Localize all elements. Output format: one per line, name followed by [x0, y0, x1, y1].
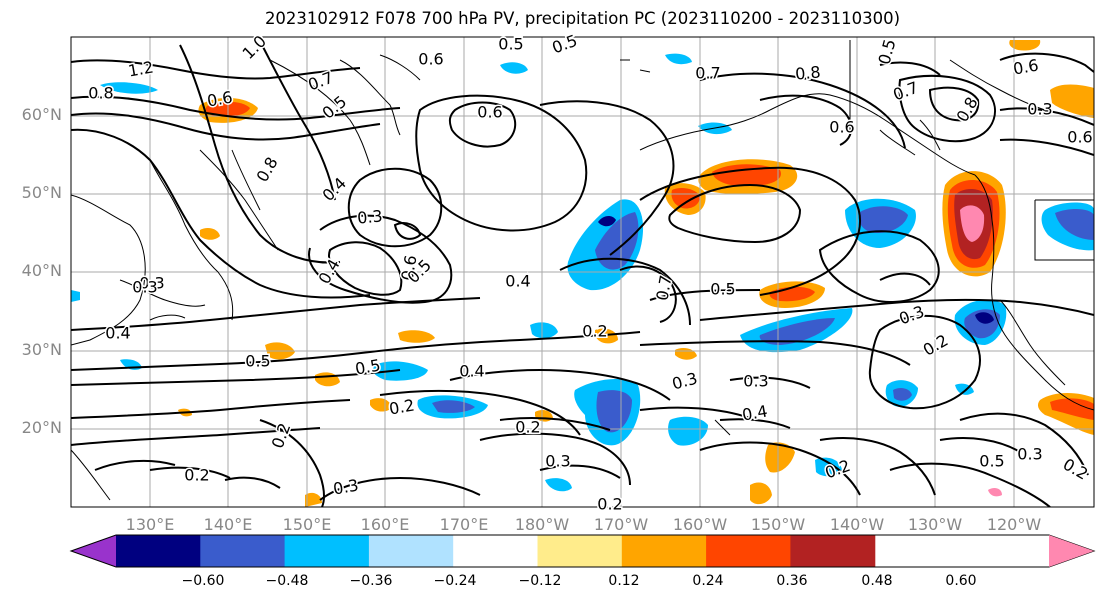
contour-label: 0.2 — [597, 495, 622, 514]
colorbar-tick-label: 0.24 — [692, 573, 724, 589]
colorbar-swatch — [706, 535, 791, 567]
contour-label: 0.2 — [582, 322, 607, 341]
contour-label: 0.4 — [505, 272, 530, 291]
colorbar-swatch — [453, 535, 539, 567]
lon-label-140e: 140°E — [203, 515, 253, 534]
colorbar-tick-label: −0.12 — [518, 573, 562, 589]
contour-label: 0.3 — [1027, 100, 1052, 119]
map-title: 2023102912 F078 700 hPa PV, precipitatio… — [264, 9, 901, 28]
contour-label: 0.2 — [515, 418, 540, 437]
lon-label-130w: 130°W — [907, 515, 963, 534]
contour-label: 0.8 — [88, 84, 113, 103]
coastlines — [71, 40, 1094, 501]
colorbar — [69, 534, 1096, 568]
contour-label: 0.8 — [794, 62, 821, 83]
colorbar-swatch — [284, 535, 370, 567]
contour-label: 0.7 — [695, 64, 720, 83]
colorbar-swatch — [790, 535, 876, 567]
colorbar-swatch — [537, 535, 623, 567]
lon-label-160w: 160°W — [672, 515, 728, 534]
lon-label-150w: 150°W — [750, 515, 806, 534]
contour-label: 0.5 — [245, 352, 270, 371]
contour-label: 0.6 — [397, 254, 420, 282]
contour-label: 0.5 — [979, 452, 1004, 471]
colorbar-tick-label: 0.60 — [945, 573, 977, 589]
lon-label-170w: 170°W — [593, 515, 649, 534]
contour-label: 0.3 — [743, 372, 768, 391]
colorbar-tick-label: −0.48 — [265, 573, 309, 589]
contour-label: 0.2 — [184, 466, 209, 485]
lon-label-150e: 150°E — [282, 515, 332, 534]
colorbar-swatch — [621, 535, 707, 567]
contour-label: 0.5 — [710, 280, 735, 299]
colorbar-swatch — [368, 535, 454, 567]
colorbar-tick-label: 0.36 — [776, 573, 808, 589]
colorbar-swatch — [116, 535, 201, 567]
lat-label-30n: 30°N — [21, 340, 62, 359]
contour-label: 0.6 — [829, 118, 854, 137]
contour-label: 0.4 — [105, 324, 130, 343]
contour-label: 0.2 — [388, 395, 416, 418]
contour-label: 0.5 — [354, 355, 382, 378]
contour-label: 0.3 — [1017, 445, 1042, 464]
lat-label-40n: 40°N — [21, 261, 62, 280]
colorbar-right-extension — [1049, 535, 1094, 567]
lon-label-120w: 120°W — [986, 515, 1042, 534]
colorbar-swatch — [200, 535, 286, 567]
colorbar-tick-label: −0.60 — [181, 573, 225, 589]
contour-label: 0.4 — [459, 362, 484, 381]
lat-label-50n: 50°N — [21, 183, 62, 202]
contour-label: 1.2 — [127, 57, 155, 80]
lon-label-180w: 180°W — [514, 515, 570, 534]
graticule — [71, 37, 1094, 507]
contour-label: 0.4 — [741, 401, 769, 424]
precip-positive-areas — [178, 40, 1094, 507]
lon-label-160e: 160°E — [360, 515, 410, 534]
colorbar-tick-label: −0.36 — [349, 573, 393, 589]
colorbar-tick-label: 0.12 — [608, 573, 640, 589]
contour-label: 0.6 — [477, 103, 502, 122]
pv-contours — [71, 44, 1094, 507]
contour-label: 0.3 — [545, 452, 570, 471]
lon-label-130e: 130°E — [125, 515, 175, 534]
colorbar-tick-label: −0.24 — [433, 573, 477, 589]
map-frame — [70, 36, 1095, 508]
lat-label-60n: 60°N — [21, 105, 62, 124]
lon-label-140w: 140°W — [829, 515, 885, 534]
colorbar-tick-label: 0.48 — [861, 573, 893, 589]
contour-label: 0.5 — [498, 35, 523, 54]
lon-label-170e: 170°E — [439, 515, 489, 534]
contour-label: 0.6 — [418, 50, 443, 69]
contour-label: 0.6 — [1067, 128, 1092, 147]
contour-label: 0.3 — [139, 274, 164, 293]
contour-label: 0.3 — [356, 206, 383, 227]
contour-label: 0.3 — [132, 278, 157, 297]
colorbar-left-extension — [71, 535, 116, 567]
lat-label-20n: 20°N — [21, 418, 62, 437]
